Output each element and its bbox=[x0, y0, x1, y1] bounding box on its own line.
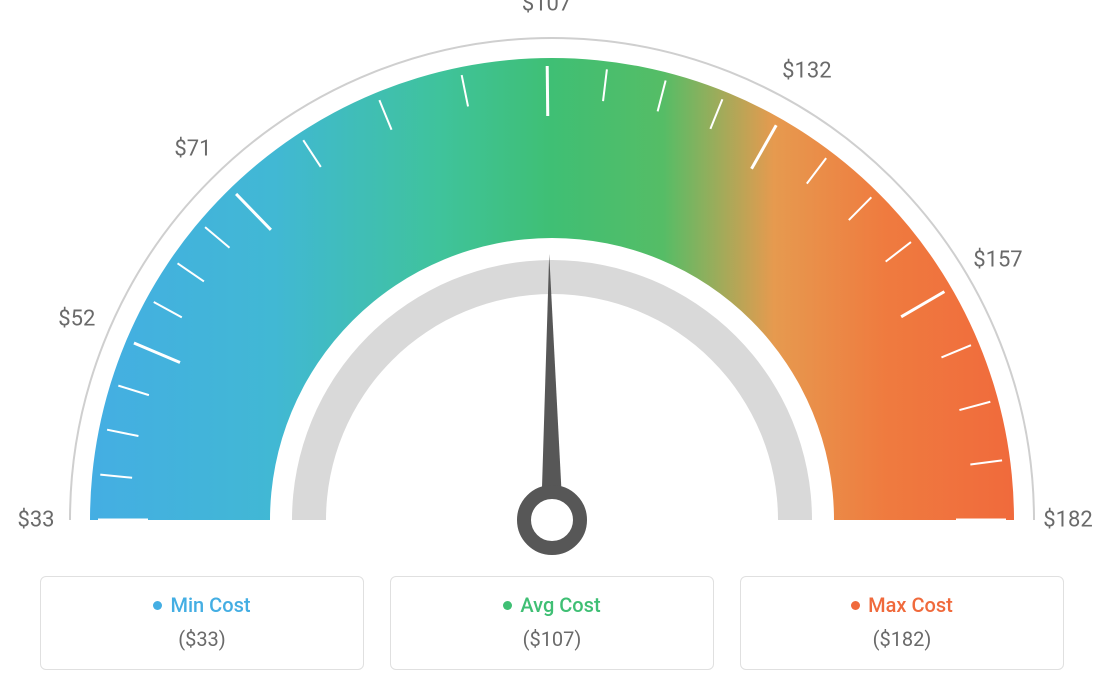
gauge-tick-label: $157 bbox=[973, 248, 1022, 273]
gauge-svg bbox=[0, 0, 1104, 560]
legend-title-min: Min Cost bbox=[153, 593, 250, 617]
dot-icon-min bbox=[153, 601, 162, 610]
legend-row: Min Cost ($33) Avg Cost ($107) Max Cost … bbox=[40, 576, 1064, 670]
legend-card-min: Min Cost ($33) bbox=[40, 576, 364, 670]
gauge-tick-label: $107 bbox=[522, 0, 571, 17]
legend-label-avg: Avg Cost bbox=[520, 593, 600, 617]
legend-value-avg: ($107) bbox=[401, 627, 703, 651]
gauge-tick-label: $71 bbox=[174, 137, 211, 162]
legend-label-max: Max Cost bbox=[868, 593, 953, 617]
legend-value-max: ($182) bbox=[751, 627, 1053, 651]
legend-card-avg: Avg Cost ($107) bbox=[390, 576, 714, 670]
dot-icon-max bbox=[851, 601, 860, 610]
gauge-tick-label: $132 bbox=[782, 59, 831, 84]
legend-card-max: Max Cost ($182) bbox=[740, 576, 1064, 670]
gauge-tick-label: $33 bbox=[17, 508, 54, 533]
gauge-chart: $33 $52 $71 $107 $132 $157 $182 bbox=[0, 0, 1104, 560]
legend-label-min: Min Cost bbox=[170, 593, 250, 617]
legend-title-avg: Avg Cost bbox=[503, 593, 600, 617]
gauge-tick-label: $182 bbox=[1043, 508, 1092, 533]
legend-title-max: Max Cost bbox=[851, 593, 953, 617]
legend-value-min: ($33) bbox=[51, 627, 353, 651]
gauge-tick-label: $52 bbox=[58, 306, 95, 331]
dot-icon-avg bbox=[503, 601, 512, 610]
